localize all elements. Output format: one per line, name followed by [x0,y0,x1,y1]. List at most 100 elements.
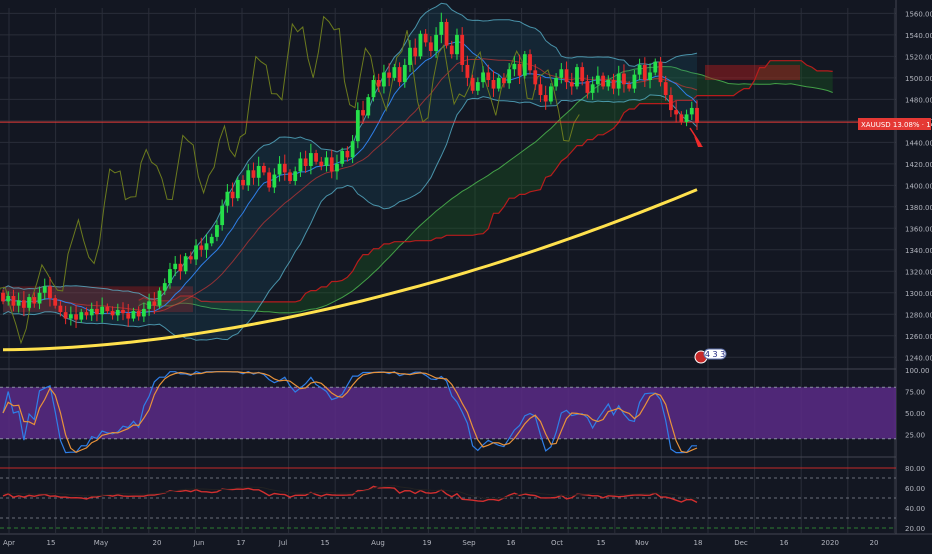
candle-body-17 [89,308,94,316]
stochastic-d-line [2,371,698,454]
candle-body-44 [230,191,235,199]
candle-body-77 [402,64,407,83]
candle-body-78 [408,47,412,65]
candle-body-98 [512,63,517,70]
stochastic-tick-label: 25.00 [905,432,925,440]
candle-body-73 [382,72,386,87]
candle-body-47 [246,170,251,186]
candle-body-35 [183,256,188,272]
price-tick-label: 1480.00 [905,96,932,104]
candle-body-48 [251,170,256,178]
candle-body-32 [168,269,172,284]
candle-body-21 [110,311,115,316]
chikou-span [0,15,580,345]
future-cloud-red [705,64,800,80]
candle-body-39 [204,243,209,250]
price-tick-label: 1540.00 [905,32,932,40]
candle-body-12 [63,312,68,319]
candle-body-69 [361,110,365,116]
candle-body-5 [27,297,31,308]
candle-body-11 [58,305,63,313]
candlesticks[interactable] [1,12,699,328]
time-tick-label: May [94,539,108,547]
candle-body-53 [277,163,282,175]
price-tick-label: 1340.00 [905,247,932,255]
price-tick-label: 1360.00 [905,225,932,233]
candle-body-52 [272,174,277,188]
us-flag-event-icon[interactable]: 4 3 3 [694,348,727,364]
candle-body-40 [209,236,214,244]
rsi-tick-label: 60.00 [905,485,925,493]
price-tick-label: 1240.00 [905,354,932,362]
rsi-tick-label: 40.00 [905,505,925,513]
time-tick-label: 18 [694,539,703,547]
candle-body-66 [345,150,350,158]
price-label-tag: XAUUSD 13.08% · 1458.77 [858,118,932,130]
candle-body-63 [329,157,334,172]
rsi-tick-label: 80.00 [905,465,925,473]
time-tick-label: 15 [47,539,56,547]
candle-body-9 [48,286,52,299]
candle-body-104 [543,95,548,102]
time-tick-label: 15 [597,539,606,547]
candle-body-83 [434,34,438,51]
candle-body-20 [105,306,110,312]
candle-body-25 [131,311,136,319]
candle-body-108 [564,69,569,83]
candle-body-33 [173,263,178,270]
time-tick-label: Jul [278,539,288,547]
candle-body-6 [32,297,37,304]
price-tick-label: 1320.00 [905,268,932,276]
candle-body-106 [554,77,559,87]
candle-body-128 [669,95,673,111]
candle-body-94 [491,80,496,89]
candle-body-125 [653,61,658,73]
candle-body-85 [444,21,449,46]
candle-body-70 [366,97,371,116]
stochastic-pane [0,371,896,454]
candle-body-91 [475,82,480,91]
candle-body-80 [418,33,423,57]
candle-body-2 [11,296,16,306]
candle-body-28 [147,301,152,309]
time-tick-label: 15 [321,539,330,547]
candle-body-4 [21,300,26,308]
candle-body-123 [642,64,647,80]
candle-body-113 [590,84,595,93]
price-tick-label: 1520.00 [905,53,932,61]
candle-body-86 [449,45,454,55]
time-tick-label: Aug [371,539,385,547]
candle-body-96 [502,77,506,84]
time-tick-label: Jun [193,539,205,547]
candle-body-124 [648,72,652,80]
candle-body-79 [413,47,418,57]
candle-body-58 [303,158,308,166]
stochastic-band [0,387,896,439]
candle-body-119 [622,73,626,85]
time-tick-label: 17 [237,539,246,547]
candle-body-130 [679,114,684,122]
candle-body-22 [115,309,120,316]
price-tick-label: 1440.00 [905,139,932,147]
candle-body-82 [428,42,433,51]
candle-body-38 [199,245,204,250]
event-markers[interactable]: 4 3 3 [689,127,727,364]
time-tick-label: 20 [153,539,162,547]
candle-body-14 [74,314,78,320]
candle-body-30 [157,290,162,306]
candle-body-19 [100,306,105,315]
rsi-pane [0,467,896,529]
stochastic-tick-label: 75.00 [905,389,925,397]
candle-body-95 [496,77,501,89]
candle-body-54 [282,163,287,173]
candle-body-122 [637,64,642,75]
time-axis[interactable]: Apr 15 May 20 Jun 17 Jul 15 Aug 19 Sep 16 Oct 15 Nov 18… [3,539,879,547]
time-tick-label: 19 [423,539,432,547]
candle-body-60 [314,153,318,162]
price-tick-label: 1560.00 [905,10,932,18]
candle-body-24 [126,313,131,319]
candle-body-0 [1,292,5,302]
candle-body-31 [162,283,167,291]
